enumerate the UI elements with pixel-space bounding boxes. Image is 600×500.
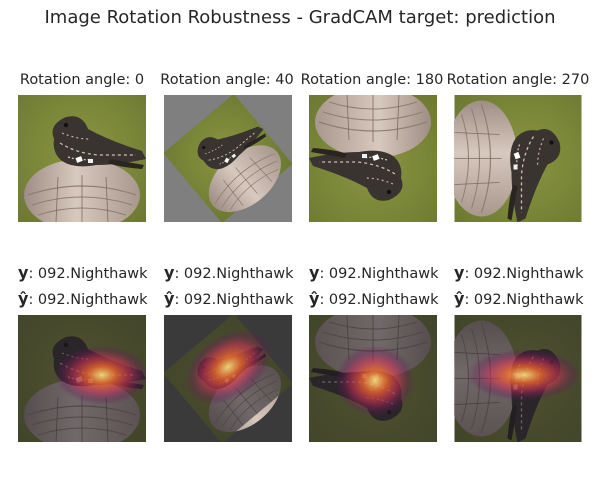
pred-label-40: ŷ: 092.Nighthawk xyxy=(164,289,294,308)
gradcam-overlay-rot-180 xyxy=(309,315,437,442)
input-image-rot-270 xyxy=(454,95,582,222)
true-label-180: y: 092.Nighthawk xyxy=(309,263,439,282)
true-label-270: y: 092.Nighthawk xyxy=(454,263,584,282)
true-label-0: y: 092.Nighthawk xyxy=(18,263,148,282)
gradcam-overlay-rot-270 xyxy=(454,315,582,442)
gradcam-overlay-rot-0 xyxy=(18,315,146,442)
input-image-rot-180 xyxy=(309,95,437,222)
rotation-title-0: Rotation angle: 0 xyxy=(19,72,145,88)
input-image-rot-40 xyxy=(164,95,292,222)
input-image-rot-0 xyxy=(18,95,146,222)
rotation-title-270: Rotation angle: 270 xyxy=(446,72,590,88)
rotation-title-40: Rotation angle: 40 xyxy=(160,72,294,88)
figure-title: Image Rotation Robustness - GradCAM targ… xyxy=(44,7,556,28)
pred-label-0: ŷ: 092.Nighthawk xyxy=(18,289,148,308)
true-label-40: y: 092.Nighthawk xyxy=(164,263,294,282)
gradcam-overlay-rot-40 xyxy=(164,315,292,442)
pred-label-270: ŷ: 092.Nighthawk xyxy=(454,289,584,308)
pred-label-180: ŷ: 092.Nighthawk xyxy=(309,289,439,308)
rotation-title-180: Rotation angle: 180 xyxy=(300,72,444,88)
